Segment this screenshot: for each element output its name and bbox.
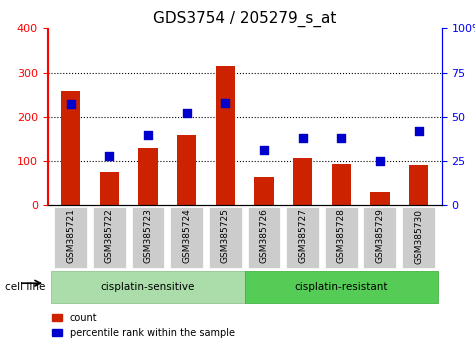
Bar [370,192,390,205]
Text: cisplatin-sensitive: cisplatin-sensitive [101,282,195,292]
Bar [293,158,312,205]
Text: GSM385721: GSM385721 [66,209,75,263]
Title: GDS3754 / 205279_s_at: GDS3754 / 205279_s_at [153,11,336,27]
Text: GSM385722: GSM385722 [105,209,114,263]
Text: GSM385726: GSM385726 [259,209,268,263]
Text: GSM385728: GSM385728 [337,209,346,263]
Bar [254,177,274,205]
Bar [61,91,80,205]
Text: GSM385729: GSM385729 [375,209,384,263]
Text: GSM385724: GSM385724 [182,209,191,263]
FancyBboxPatch shape [51,271,245,303]
Text: GSM385725: GSM385725 [221,209,230,263]
Point [337,135,345,141]
Text: GSM385727: GSM385727 [298,209,307,263]
FancyBboxPatch shape [209,207,242,268]
FancyBboxPatch shape [363,207,396,268]
Point [144,132,152,137]
Bar [409,166,428,205]
FancyBboxPatch shape [54,207,87,268]
Bar [216,66,235,205]
FancyBboxPatch shape [170,207,203,268]
FancyBboxPatch shape [247,207,280,268]
Bar [332,164,351,205]
Bar [100,172,119,205]
Bar [138,148,158,205]
Text: GSM385730: GSM385730 [414,209,423,263]
Point [67,102,75,107]
Text: GSM385723: GSM385723 [143,209,152,263]
FancyBboxPatch shape [286,207,319,268]
Point [260,148,268,153]
Text: cell line: cell line [5,282,45,292]
FancyBboxPatch shape [245,271,438,303]
FancyBboxPatch shape [325,207,358,268]
Bar [177,135,196,205]
Point [299,135,306,141]
Text: cisplatin-resistant: cisplatin-resistant [294,282,388,292]
Legend: count, percentile rank within the sample: count, percentile rank within the sample [52,313,235,338]
Point [415,128,422,134]
FancyBboxPatch shape [93,207,126,268]
FancyBboxPatch shape [132,207,164,268]
Point [221,100,229,105]
Point [105,153,113,159]
Point [376,158,384,164]
Point [183,110,190,116]
FancyBboxPatch shape [402,207,435,268]
